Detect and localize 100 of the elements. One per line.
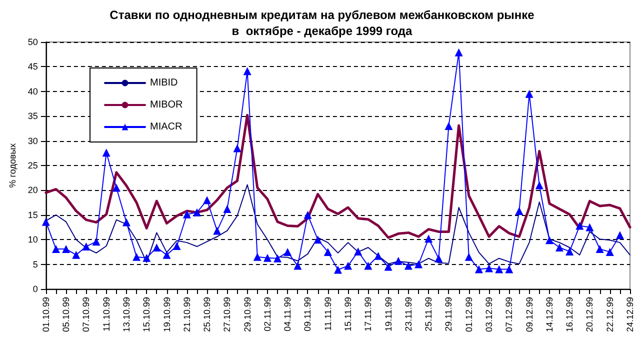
y-tick-label: 45 (28, 62, 38, 72)
point (132, 252, 141, 261)
y-tick-label: 50 (28, 37, 38, 47)
chart-subtitle: в октябре - декабре 1999 года (232, 24, 413, 38)
x-tick-label: 15.11.99 (343, 297, 354, 332)
legend-label: MIACR (150, 122, 182, 132)
x-tick-label: 24.12.99 (625, 297, 635, 332)
x-tick-label: 14.12.99 (544, 297, 554, 332)
point (192, 208, 201, 216)
x-tick-label: 29.11.99 (444, 297, 454, 332)
point (586, 223, 594, 232)
point (434, 254, 443, 262)
point (474, 265, 483, 274)
y-tick-label: 10 (28, 234, 38, 245)
y-tick-label: 0 (32, 284, 38, 294)
point (576, 222, 584, 230)
point (243, 67, 252, 76)
line-series (44, 114, 632, 239)
point (404, 262, 412, 270)
point (394, 256, 402, 265)
x-tick-label: 23.11.99 (403, 297, 414, 332)
x-tick-label: 02.11.99 (262, 297, 272, 332)
point (274, 254, 282, 262)
point (62, 244, 70, 253)
point (354, 247, 362, 256)
point (112, 184, 120, 192)
point (253, 252, 262, 261)
point (556, 244, 564, 252)
point (515, 206, 524, 215)
point (304, 210, 312, 219)
point (294, 262, 302, 270)
point (72, 250, 80, 259)
y-tick-label: 30 (28, 136, 38, 146)
x-tick-label: 15.10.99 (142, 297, 152, 332)
y-tick-label: 5 (32, 259, 38, 270)
point (42, 218, 50, 226)
y-tick-label: 20 (28, 185, 38, 196)
x-tick-label: 25.11.99 (424, 297, 434, 332)
y-tick-label: 15 (28, 210, 38, 220)
chart-title: Ставки по однодневным кредитам на рублевом межбанковском рынке (110, 8, 535, 22)
x-tick-label: 13.10.99 (121, 297, 132, 332)
y-tick-label: 35 (28, 111, 38, 122)
x-tick-label: 11.10.99 (101, 297, 112, 332)
x-tick-label: 29.10.99 (242, 297, 252, 332)
point (152, 244, 161, 252)
x-tick-label: 07.12.99 (504, 297, 514, 332)
point (203, 196, 212, 204)
point (485, 264, 494, 272)
y-tick-label: 25 (28, 160, 38, 170)
point (172, 242, 181, 250)
point (464, 252, 473, 261)
point (364, 262, 372, 270)
y-axis-title: % годовых (8, 142, 18, 188)
point (142, 254, 151, 262)
x-tick-label: 19.10.99 (162, 297, 172, 332)
point (616, 231, 624, 240)
point (495, 265, 504, 274)
x-tick-label: 11.11.99 (322, 297, 333, 331)
x-tick-label: 07.10.99 (81, 297, 92, 332)
point (182, 210, 191, 218)
x-tick-label: 17.11.99 (363, 297, 374, 332)
x-tick-label: 04.11.99 (282, 297, 293, 332)
point (525, 90, 534, 98)
x-tick-label: 16.12.99 (564, 297, 575, 332)
point (102, 148, 110, 157)
point (122, 218, 130, 226)
point (374, 252, 382, 260)
point (535, 181, 544, 190)
x-tick-label: 09.11.99 (302, 297, 313, 332)
point (545, 236, 554, 244)
point (414, 260, 423, 268)
legend-label: MIBOR (150, 100, 183, 110)
point (505, 265, 514, 274)
point (82, 242, 90, 251)
point (263, 254, 272, 262)
x-tick-label: 22.12.99 (604, 297, 615, 332)
point (454, 48, 463, 56)
point (92, 238, 100, 246)
point (444, 122, 453, 130)
point (344, 262, 352, 270)
point (334, 266, 342, 274)
x-tick-label: 27.10.99 (222, 297, 232, 332)
x-tick-label: 05.10.99 (61, 297, 72, 332)
point (324, 248, 332, 256)
point (424, 234, 433, 243)
x-tick-label: 01.12.99 (464, 297, 474, 332)
x-tick-label: 25.10.99 (202, 297, 212, 332)
point (223, 204, 232, 213)
point (284, 248, 292, 256)
legend-label: MIBID (150, 78, 178, 88)
x-tick-label: 21.10.99 (182, 297, 192, 332)
point (606, 248, 614, 256)
point (213, 226, 222, 235)
point (596, 244, 604, 253)
x-tick-label: 19.11.99 (383, 297, 394, 332)
x-tick-label: 09.12.99 (524, 297, 534, 332)
point (384, 262, 392, 271)
point (233, 144, 242, 152)
y-tick-label: 40 (28, 86, 38, 96)
x-tick-label: 03.12.99 (484, 297, 494, 332)
